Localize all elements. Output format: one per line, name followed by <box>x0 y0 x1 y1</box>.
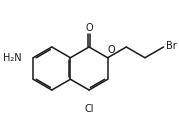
Text: O: O <box>85 23 93 33</box>
Text: H₂N: H₂N <box>3 53 21 63</box>
Text: O: O <box>108 45 115 55</box>
Text: Br: Br <box>166 41 176 51</box>
Text: Cl: Cl <box>84 104 94 114</box>
